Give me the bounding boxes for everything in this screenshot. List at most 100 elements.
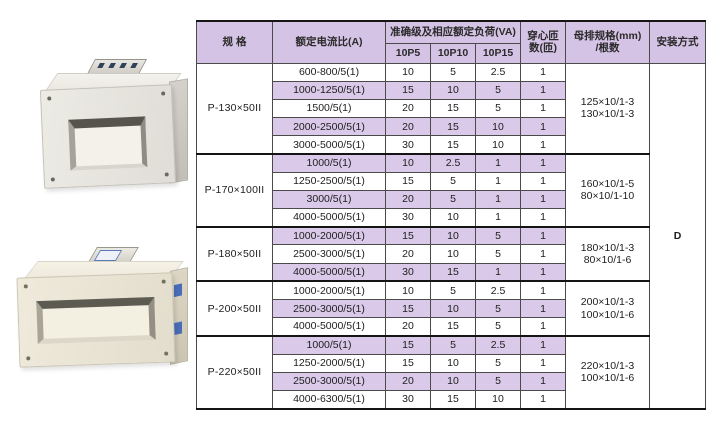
burden-10p5-cell: 30 xyxy=(385,262,431,282)
product-photo-ct-wide xyxy=(12,242,190,380)
case-screw-icon xyxy=(164,172,169,177)
burden-10p15-cell: 5 xyxy=(475,371,521,391)
ct-busbar-window xyxy=(68,116,148,171)
turns-cell: 1 xyxy=(520,207,566,228)
burden-10p5-cell: 30 xyxy=(385,207,431,228)
ct-front-face xyxy=(16,272,176,368)
turns-cell: 1 xyxy=(520,225,566,246)
table-row: 2500-3000/5(1) 20 10 5 1 xyxy=(197,244,706,264)
col-header-accuracy: 准确级及相应额定负荷(VA) xyxy=(385,20,521,44)
spec-cell: P-200×50II xyxy=(196,280,273,337)
turns-cell: 1 xyxy=(520,280,566,300)
burden-10p15-cell: 5 xyxy=(475,98,521,119)
burden-10p10-cell: 10 xyxy=(430,225,476,246)
table-row: P-220×50II 1000/5(1) 15 5 2.5 1 220×10/1-3 100×… xyxy=(196,334,706,410)
turns-cell: 1 xyxy=(520,80,566,100)
burden-10p10-cell: 5 xyxy=(430,280,476,300)
burden-10p10-cell: 5 xyxy=(430,171,476,191)
burden-10p5-cell: 15 xyxy=(385,334,431,355)
spec-table: 规 格 额定电流比(A) 准确级及相应额定负荷(VA) 穿心匝 数(匝) 母排规格… xyxy=(196,20,706,410)
table-row: 3000-5000/5(1) 30 15 10 1 xyxy=(197,135,706,155)
burden-10p10-cell: 10 xyxy=(430,80,476,100)
terminal-label xyxy=(93,250,123,261)
col-header-turns-line2: 数(匝) xyxy=(529,42,557,55)
burden-10p10-cell: 15 xyxy=(430,262,476,282)
burden-10p10-cell: 2.5 xyxy=(430,152,476,173)
burden-10p15-cell: 1 xyxy=(475,189,521,210)
ratio-cell: 2500-3000/5(1) xyxy=(272,244,386,264)
turns-cell: 1 xyxy=(520,244,566,264)
burden-10p5-cell: 20 xyxy=(385,244,431,264)
burden-10p15-cell: 1 xyxy=(475,152,521,173)
col-header-busbar-line2: /根数 xyxy=(595,42,620,55)
col-header-turns-line1: 穿心匝 xyxy=(527,30,559,43)
ct-busbar-window xyxy=(36,296,156,345)
burden-10p15-cell: 5 xyxy=(475,298,521,319)
table-row: P-200×50II 1000-2000/5(1) 10 5 2.5 1 200×10/1-… xyxy=(196,280,706,337)
table-row: 2000-2500/5(1) 20 15 10 1 xyxy=(197,117,706,137)
turns-cell: 1 xyxy=(520,298,566,319)
burden-10p15-cell: 5 xyxy=(475,225,521,246)
table-row: P-130×50II 600-800/5(1) 10 5 2.5 1 125×10/1-3 1… xyxy=(196,62,706,410)
spec-cell: P-220×50II xyxy=(196,334,273,410)
ratio-cell: 1250-2000/5(1) xyxy=(272,353,386,373)
ratio-cell: 1000/5(1) xyxy=(272,334,386,355)
turns-cell: 1 xyxy=(520,334,566,355)
busbar-spec-cell: 220×10/1-3 100×10/1-6 xyxy=(565,334,650,410)
case-screw-icon xyxy=(50,177,55,182)
case-screw-icon xyxy=(161,91,166,96)
table-row: 1000-1250/5(1) 15 10 5 1 xyxy=(197,80,706,100)
rating-sticker xyxy=(174,321,182,336)
burden-10p5-cell: 15 xyxy=(385,225,431,246)
turns-cell: 1 xyxy=(520,353,566,373)
burden-10p10-cell: 10 xyxy=(430,298,476,319)
col-header-install: 安装方式 xyxy=(649,20,706,64)
ratio-cell: 1500/5(1) xyxy=(272,98,386,119)
col-header-turns: 穿心匝 数(匝) xyxy=(520,20,566,64)
burden-10p15-cell: 2.5 xyxy=(475,280,521,300)
turns-cell: 1 xyxy=(520,152,566,173)
burden-10p15-cell: 2.5 xyxy=(475,62,521,82)
ct-front-face xyxy=(39,84,177,189)
burden-10p10-cell: 15 xyxy=(430,135,476,155)
burden-10p5-cell: 15 xyxy=(385,298,431,319)
case-screw-icon xyxy=(23,284,28,289)
busbar-spec-cell: 200×10/1-3 100×10/1-6 xyxy=(565,280,650,337)
burden-10p15-cell: 5 xyxy=(475,80,521,100)
ratio-cell: 2000-2500/5(1) xyxy=(272,117,386,137)
burden-10p15-cell: 10 xyxy=(475,117,521,137)
burden-10p5-cell: 20 xyxy=(385,317,431,337)
burden-10p5-cell: 10 xyxy=(385,62,431,82)
burden-10p5-cell: 15 xyxy=(385,80,431,100)
burden-10p15-cell: 10 xyxy=(475,389,521,410)
table-row: P-180×50II 1000-2000/5(1) 15 10 5 1 180×10/1-3… xyxy=(196,225,706,282)
burden-10p10-cell: 5 xyxy=(430,189,476,210)
terminal-screw-icon xyxy=(108,63,116,68)
burden-10p15-cell: 5 xyxy=(475,317,521,337)
burden-10p5-cell: 15 xyxy=(385,353,431,373)
burden-10p10-cell: 5 xyxy=(430,334,476,355)
table-row: 2500-3000/5(1) 15 10 5 1 xyxy=(197,298,706,319)
ratio-cell: 4000-5000/5(1) xyxy=(272,317,386,337)
burden-10p10-cell: 10 xyxy=(430,207,476,228)
col-header-spec: 规 格 xyxy=(196,20,273,64)
table-row: 3000/5(1) 20 5 1 1 xyxy=(197,189,706,210)
burden-10p15-cell: 5 xyxy=(475,353,521,373)
spec-table-body: P-130×50II 600-800/5(1) 10 5 2.5 1 125×10/1-3 1… xyxy=(196,62,706,410)
burden-10p5-cell: 20 xyxy=(385,189,431,210)
busbar-spec-cell: 125×10/1-3 130×10/1-3 xyxy=(565,62,650,155)
product-photo-ct-square xyxy=(34,56,190,189)
ratio-cell: 3000/5(1) xyxy=(272,189,386,210)
burden-10p10-cell: 15 xyxy=(430,98,476,119)
table-row: 2500-3000/5(1) 20 10 5 1 xyxy=(197,371,706,391)
table-row: 1250-2000/5(1) 15 10 5 1 xyxy=(197,353,706,373)
burden-10p15-cell: 1 xyxy=(475,207,521,228)
burden-10p15-cell: 5 xyxy=(475,244,521,264)
ratio-cell: 1000-2000/5(1) xyxy=(272,280,386,300)
install-mode-cell: D xyxy=(649,62,706,410)
burden-10p5-cell: 10 xyxy=(385,280,431,300)
burden-10p10-cell: 15 xyxy=(430,389,476,410)
spec-cell: P-180×50II xyxy=(196,225,273,282)
burden-10p5-cell: 20 xyxy=(385,371,431,391)
case-screw-icon xyxy=(26,356,31,361)
